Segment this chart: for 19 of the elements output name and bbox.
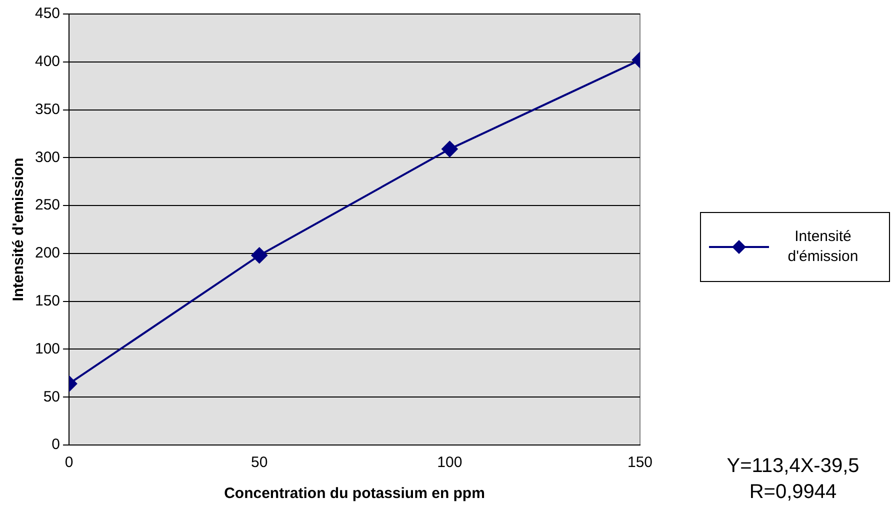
- y-tick-label: 200: [34, 244, 60, 262]
- y-tick-label: 0: [52, 436, 60, 454]
- legend-label: Intensité d'émission: [786, 227, 860, 267]
- x-tick-label: 150: [627, 454, 653, 472]
- y-tick-label: 100: [34, 340, 60, 358]
- x-tick-label: 50: [251, 454, 268, 472]
- y-tick-label: 150: [34, 292, 60, 310]
- x-axis-title: Concentration du potassium en ppm: [224, 485, 485, 502]
- y-tick-label: 350: [34, 100, 60, 118]
- y-axis-title: Intensité d'emission: [10, 158, 28, 302]
- y-tick-label: 400: [34, 53, 60, 70]
- y-tick-label: 450: [34, 5, 60, 22]
- y-tick-label: 300: [34, 148, 60, 166]
- y-tick-label: 50: [43, 388, 60, 406]
- x-tick-label: 0: [64, 454, 74, 472]
- text: R=0,9944: [748, 480, 838, 505]
- x-tick-label: 100: [437, 454, 462, 472]
- text: Y=113,4X-39,5: [726, 454, 860, 479]
- y-tick-label: 250: [34, 196, 60, 214]
